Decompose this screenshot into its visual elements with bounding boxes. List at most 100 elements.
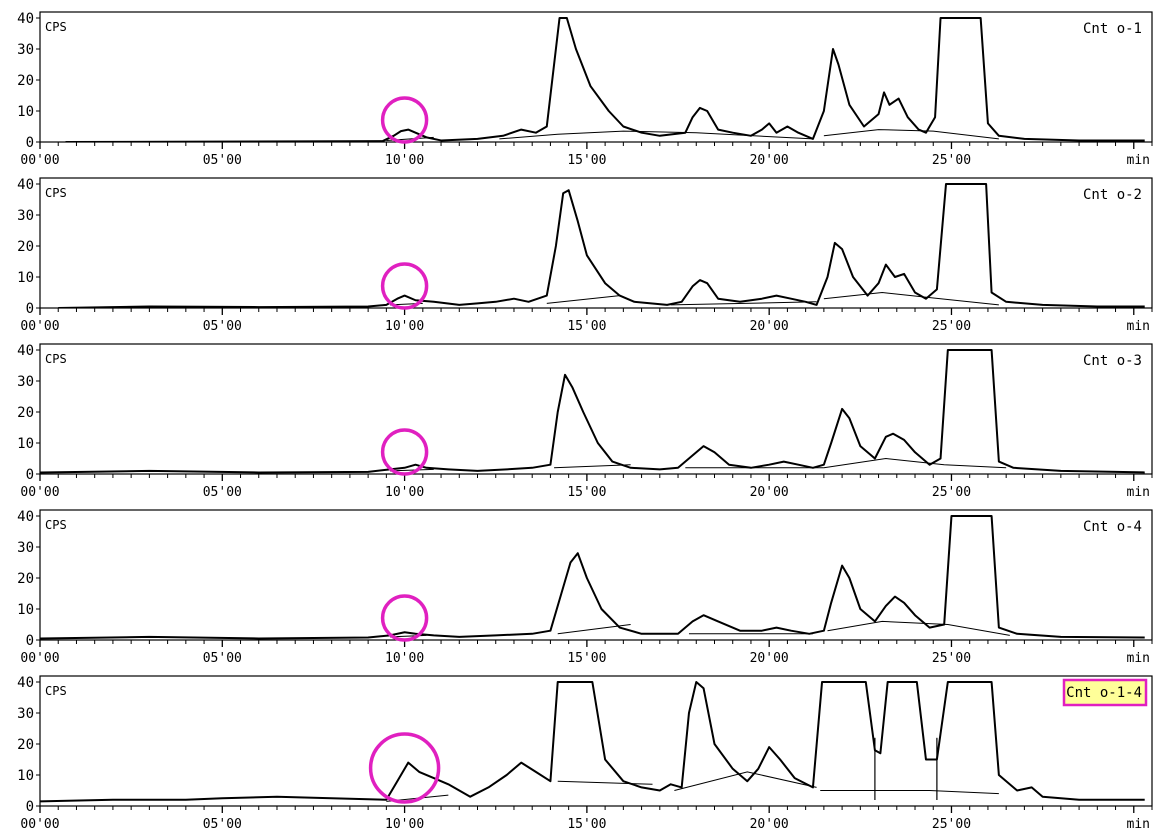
chart-panel-3: 0 10 20 30 40 00'00 05'00 10'00 15'00 20'00 25'00 C…: [17, 343, 1153, 500]
chromatogram-trace: [40, 515, 1145, 640]
x-axis-label: min: [1127, 651, 1150, 666]
x-tick-label: 05'00: [203, 153, 242, 168]
peak-baseline: [674, 771, 817, 791]
highlight-circle: [380, 594, 429, 642]
y-tick-label: 0: [26, 633, 34, 649]
x-tick-label: 20'00: [750, 817, 789, 832]
x-tick-label: 10'00: [385, 485, 424, 500]
x-tick-label: 15'00: [567, 817, 606, 832]
x-tick-label: 00'00: [20, 319, 59, 334]
peak-baseline: [557, 780, 653, 785]
peak-baseline: [823, 291, 999, 306]
x-tick-label: 00'00: [20, 817, 59, 832]
y-axis-label: CPS: [45, 684, 67, 698]
panel-title: Cnt o-4: [1083, 519, 1142, 535]
peak-baseline: [546, 295, 620, 304]
y-tick-label: 20: [17, 737, 34, 753]
panel-title: Cnt o-3: [1083, 353, 1142, 369]
x-tick-label: 25'00: [932, 817, 971, 832]
y-tick-label: 40: [17, 11, 34, 27]
plot-frame: [39, 11, 1153, 143]
peak-baseline: [389, 468, 434, 472]
highlight-circle: [380, 96, 429, 144]
y-tick-label: 0: [26, 799, 34, 815]
y-tick-label: 20: [17, 239, 34, 255]
highlight-circle: [380, 262, 429, 310]
chart-panel-4: 0 10 20 30 40 00'00 05'00 10'00 15'00 20'00 25'00 C…: [17, 509, 1153, 666]
peak-baseline: [499, 130, 813, 140]
x-tick-label: 25'00: [932, 153, 971, 168]
x-tick-label: 25'00: [932, 485, 971, 500]
y-axis-label: CPS: [45, 186, 67, 200]
panel-title: Cnt o-1-4: [1066, 685, 1142, 701]
x-axis-label: min: [1127, 817, 1150, 832]
plot-frame: [39, 509, 1153, 641]
y-tick-label: 40: [17, 675, 34, 691]
peak-baseline: [823, 129, 999, 140]
y-tick-label: 20: [17, 571, 34, 587]
y-tick-label: 0: [26, 301, 34, 317]
x-tick-label: 05'00: [203, 319, 242, 334]
x-tick-label: 25'00: [932, 319, 971, 334]
x-tick-label: 10'00: [385, 153, 424, 168]
y-tick-label: 30: [17, 42, 34, 58]
chromatogram-trace: [40, 681, 1145, 803]
x-tick-label: 00'00: [20, 651, 59, 666]
highlight-circle: [380, 428, 429, 476]
y-tick-label: 0: [26, 135, 34, 151]
x-tick-label: 10'00: [385, 817, 424, 832]
x-axis-label: min: [1127, 485, 1150, 500]
y-tick-label: 30: [17, 706, 34, 722]
x-tick-label: 20'00: [750, 651, 789, 666]
chart-panel-1: 0 10 20 30 40 00'00 05'00 10'00 15'00 20'00 25'00 C…: [17, 11, 1153, 168]
peak-baseline: [670, 301, 817, 306]
x-tick-label: 00'00: [20, 153, 59, 168]
y-tick-label: 30: [17, 540, 34, 556]
y-axis-label: CPS: [45, 352, 67, 366]
x-tick-label: 05'00: [203, 651, 242, 666]
x-tick-label: 20'00: [750, 485, 789, 500]
y-axis-label: CPS: [45, 518, 67, 532]
peak-baseline: [557, 624, 631, 635]
y-tick-label: 10: [17, 270, 34, 286]
peak-baseline: [827, 620, 1010, 636]
x-axis-label: min: [1127, 319, 1150, 334]
peak-baseline: [820, 790, 999, 795]
y-tick-label: 40: [17, 509, 34, 525]
x-tick-label: 05'00: [203, 817, 242, 832]
x-tick-label: 20'00: [750, 319, 789, 334]
plot-frame: [39, 675, 1153, 807]
x-tick-label: 10'00: [385, 319, 424, 334]
peak-baseline: [554, 464, 631, 469]
panel-title-highlight: [1062, 678, 1148, 707]
panel-title: Cnt o-2: [1083, 187, 1142, 203]
y-tick-label: 10: [17, 602, 34, 618]
y-tick-label: 30: [17, 374, 34, 390]
chromatogram-trace: [58, 183, 1145, 308]
x-tick-label: 15'00: [567, 651, 606, 666]
y-tick-label: 20: [17, 73, 34, 89]
y-tick-label: 40: [17, 343, 34, 359]
y-tick-label: 10: [17, 104, 34, 120]
x-tick-label: 20'00: [750, 153, 789, 168]
plot-frame: [39, 177, 1153, 309]
highlight-circle: [368, 732, 441, 804]
y-tick-label: 30: [17, 208, 34, 224]
y-tick-label: 0: [26, 467, 34, 483]
y-tick-label: 20: [17, 405, 34, 421]
x-axis-label: min: [1127, 153, 1150, 168]
x-tick-label: 15'00: [567, 153, 606, 168]
panel-title: Cnt o-1: [1083, 21, 1142, 37]
chart-panel-5: 0 10 20 30 40 00'00 05'00 10'00 15'00 20'00 25'00 C…: [17, 675, 1153, 832]
x-tick-label: 25'00: [932, 651, 971, 666]
x-tick-label: 15'00: [567, 319, 606, 334]
x-tick-label: 05'00: [203, 485, 242, 500]
y-axis-label: CPS: [45, 20, 67, 34]
chromatogram-trace: [40, 349, 1145, 474]
chart-panel-2: 0 10 20 30 40 00'00 05'00 10'00 15'00 20'00 25'00 C…: [17, 177, 1153, 334]
peak-baseline: [823, 457, 1007, 469]
x-tick-label: 15'00: [567, 485, 606, 500]
x-tick-label: 00'00: [20, 485, 59, 500]
plot-frame: [39, 343, 1153, 475]
